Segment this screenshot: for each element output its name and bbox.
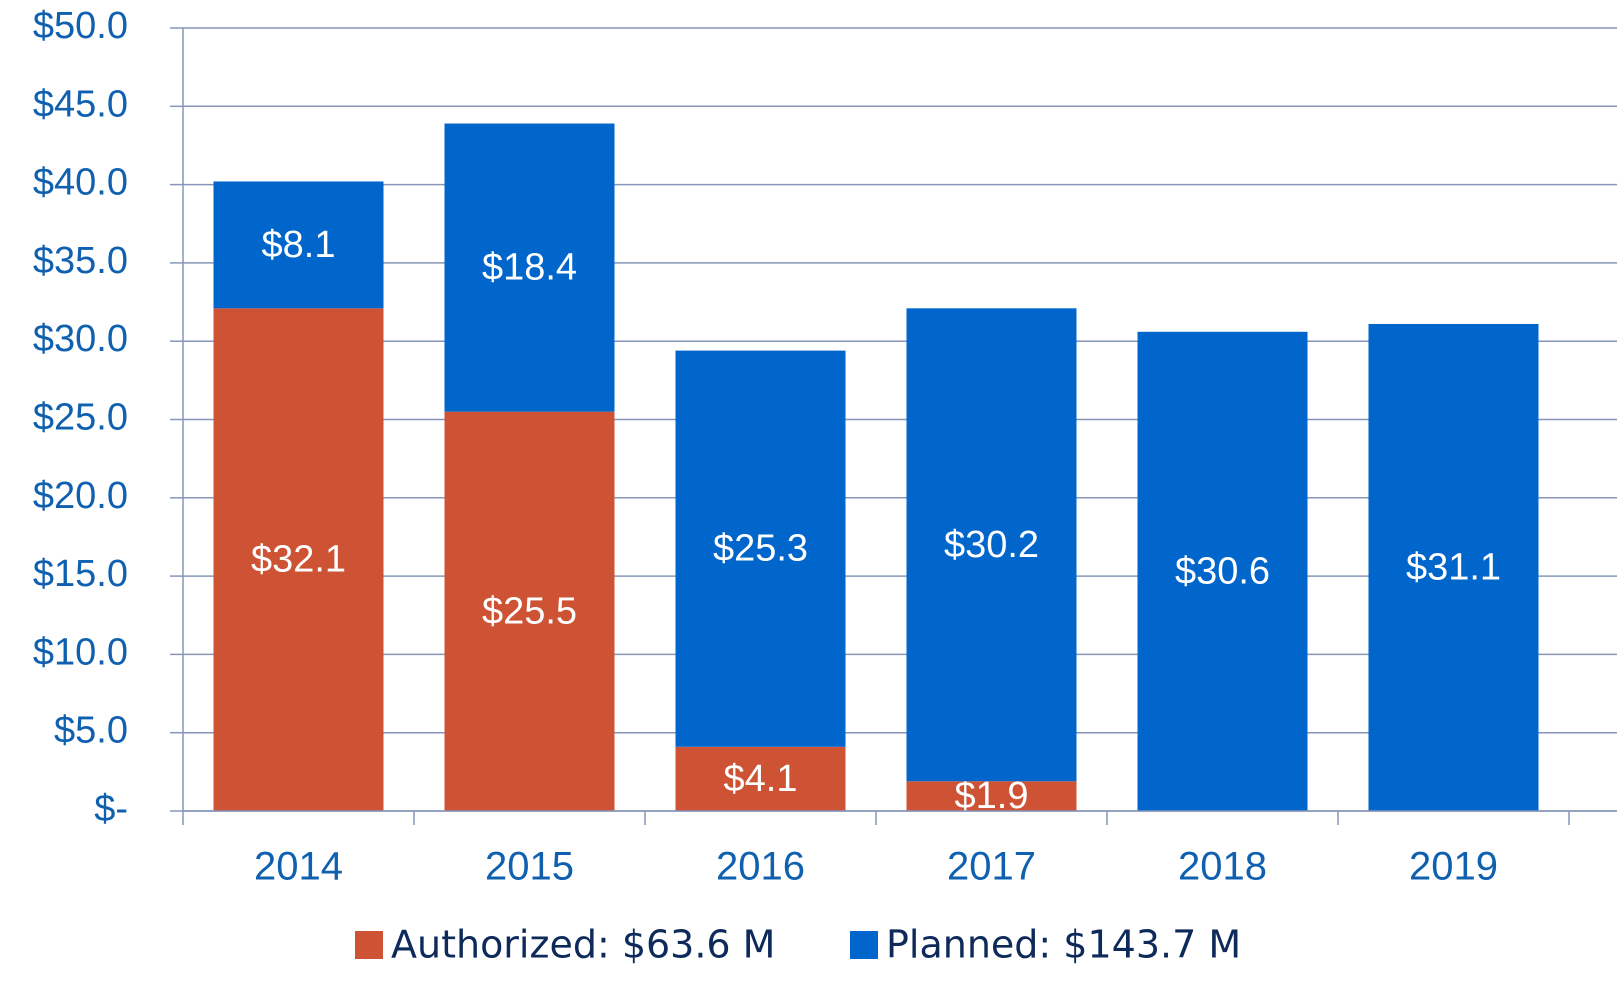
bar-segment — [1368, 323, 1539, 811]
bar-segment — [675, 350, 846, 747]
data-label: $30.2 — [944, 524, 1039, 566]
x-tick-label: 2017 — [947, 845, 1036, 889]
data-label: $18.4 — [482, 247, 577, 289]
x-tick-label: 2014 — [254, 845, 343, 889]
y-tick-label: $- — [94, 788, 128, 830]
data-label: $25.3 — [713, 528, 808, 570]
y-tick-label: $40.0 — [33, 162, 128, 204]
y-tick-label: $15.0 — [33, 553, 128, 595]
legend-swatch — [850, 931, 878, 959]
data-label: $31.1 — [1406, 547, 1501, 589]
bar-segment — [444, 411, 615, 811]
x-tick-label: 2019 — [1409, 845, 1498, 889]
legend-label: Planned: $143.7 M — [886, 923, 1241, 967]
data-label: $4.1 — [724, 758, 798, 800]
bar-segment — [444, 123, 615, 412]
y-tick-label: $25.0 — [33, 397, 128, 439]
legend-swatch — [355, 931, 383, 959]
data-label: $1.9 — [955, 775, 1029, 817]
bar-segment — [213, 308, 384, 811]
bar-segment — [675, 746, 846, 811]
bar-segment — [1137, 331, 1308, 811]
y-tick-label: $5.0 — [54, 710, 128, 752]
x-tick-label: 2015 — [485, 845, 574, 889]
y-tick-label: $20.0 — [33, 475, 128, 517]
bar-segment — [213, 181, 384, 309]
data-label: $30.6 — [1175, 550, 1270, 592]
bar-segment — [906, 781, 1077, 811]
x-tick-label: 2016 — [716, 845, 805, 889]
y-tick-label: $50.0 — [33, 5, 128, 47]
y-tick-label: $45.0 — [33, 83, 128, 125]
data-label: $8.1 — [262, 224, 336, 266]
data-label: $32.1 — [251, 539, 346, 581]
bar-segment — [906, 308, 1077, 782]
x-tick-label: 2018 — [1178, 845, 1267, 889]
y-tick-label: $10.0 — [33, 631, 128, 673]
y-tick-label: $30.0 — [33, 318, 128, 360]
data-label: $25.5 — [482, 590, 577, 632]
legend-label: Authorized: $63.6 M — [391, 923, 775, 967]
y-tick-label: $35.0 — [33, 240, 128, 282]
